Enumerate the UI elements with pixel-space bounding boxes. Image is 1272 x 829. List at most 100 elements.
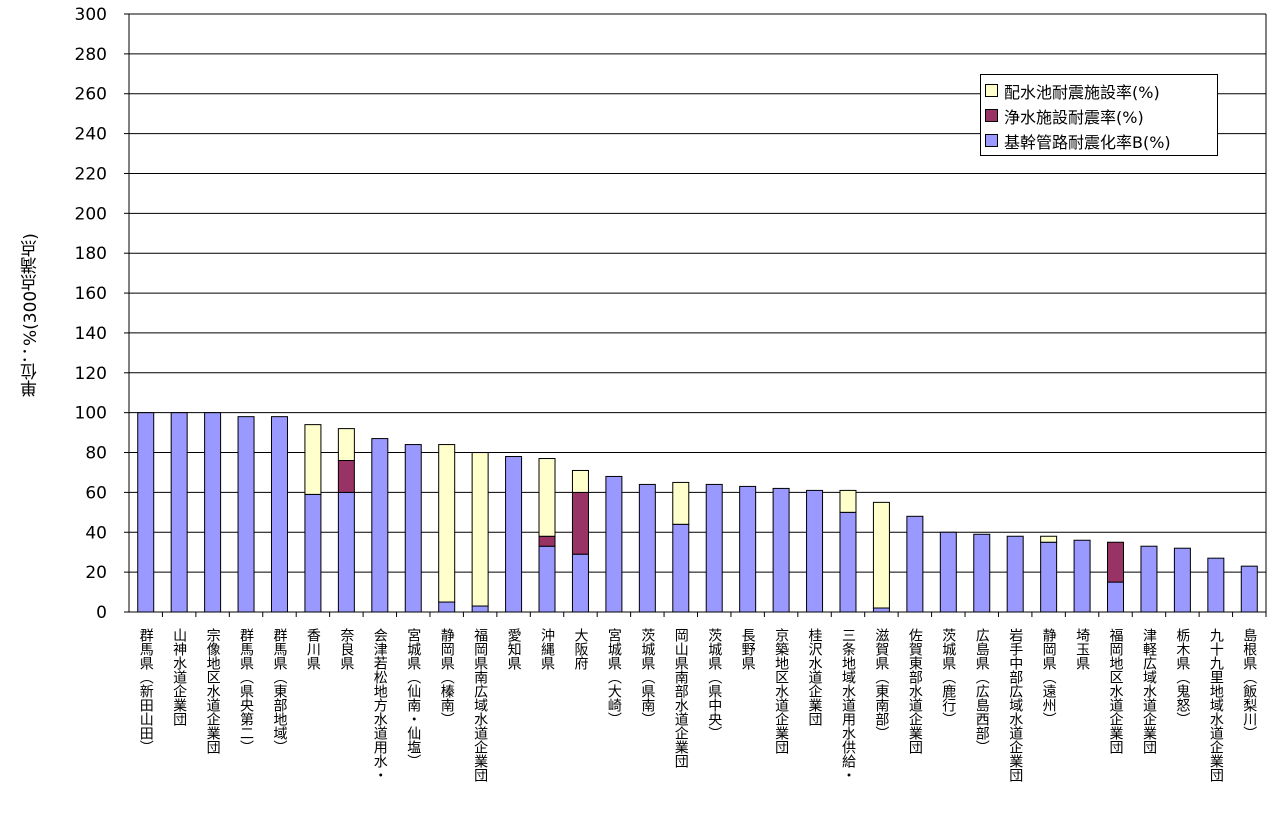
bar-segment-s0-13: [571, 553, 589, 613]
chart-legend: 配水池耐震施設率(%) 浄水施設耐震率(%) 基幹管路耐震化率B(%): [980, 74, 1218, 156]
bar-segment-s2-5: [304, 424, 322, 495]
bar-segment-s0-30: [1140, 545, 1158, 613]
legend-swatch-reservoir: [985, 84, 998, 97]
bar-segment-s0-12: [538, 545, 556, 613]
y-tick-label: 260: [75, 85, 107, 105]
bar-segment-s0-28: [1073, 539, 1091, 613]
bar-segment-s0-20: [806, 489, 824, 613]
y-tick-label: 160: [75, 284, 107, 304]
legend-label-reservoir: 配水池耐震施設率(%): [1004, 82, 1160, 102]
bar-segment-s2-27: [1040, 535, 1058, 543]
x-tick-label: 山神水道企業団: [171, 628, 187, 726]
x-tick-label: 大阪府: [572, 628, 588, 671]
y-tick-label: 200: [75, 204, 107, 224]
bar-segment-s1-6: [337, 460, 355, 493]
legend-item-pipeline: 基幹管路耐震化率B(%): [985, 128, 1217, 153]
bar-segment-s2-10: [471, 452, 489, 607]
bar-segment-s2-12: [538, 458, 556, 537]
x-tick-label: 茨城県（県中央）: [706, 628, 722, 740]
y-tick-label: 140: [75, 324, 107, 344]
bar-segment-s2-16: [672, 481, 690, 525]
y-tick-label: 120: [75, 364, 107, 384]
y-tick-label: 220: [75, 164, 107, 184]
x-tick-label: 長野県: [740, 628, 756, 670]
x-tick-label: 埼玉県: [1074, 628, 1090, 670]
x-tick-label: 群馬県（新田山田）: [138, 628, 154, 754]
bar-segment-s0-17: [705, 483, 723, 613]
bar-segment-s0-27: [1040, 541, 1058, 613]
bar-segment-s0-16: [672, 523, 690, 613]
x-tick-label: 香川県: [305, 628, 321, 670]
bar-segment-s0-0: [137, 412, 155, 613]
bar-segment-s0-9: [438, 601, 456, 613]
bar-segment-s0-3: [237, 416, 255, 613]
y-tick-label: 40: [85, 523, 107, 543]
y-tick-label: 80: [85, 444, 107, 464]
y-axis-label: 単位：%(300点満点): [21, 233, 41, 397]
x-tick-label: 会津若松地方水道用水・: [372, 628, 388, 782]
bar-segment-s0-2: [204, 412, 222, 613]
legend-swatch-purification: [985, 109, 998, 122]
bar-segment-s0-22: [872, 607, 890, 613]
legend-item-purification: 浄水施設耐震率(%): [985, 103, 1217, 128]
y-tick-label: 0: [96, 603, 107, 623]
bar-segment-s0-24: [939, 531, 957, 613]
x-tick-label: 静岡県（榛南）: [439, 628, 455, 726]
bar-segment-s0-29: [1107, 581, 1125, 613]
bar-segment-s0-19: [772, 487, 790, 613]
x-tick-label: 茨城県（県南）: [639, 628, 655, 726]
x-tick-label: 広島県（広島西部）: [974, 628, 990, 754]
x-tick-label: 佐賀東部水道企業団: [907, 628, 923, 754]
bar-segment-s0-26: [1006, 535, 1024, 613]
bar-segment-s2-21: [839, 489, 857, 513]
x-tick-label: 島根県（飯梨川）: [1241, 628, 1257, 740]
bar-segment-s0-18: [739, 485, 757, 613]
y-tick-label: 240: [75, 125, 107, 145]
bar-segment-s0-8: [404, 444, 422, 613]
bar-segment-s2-6: [337, 428, 355, 462]
x-tick-label: 愛知県: [506, 628, 522, 670]
y-tick-label: 100: [75, 404, 107, 424]
y-tick-label: 280: [75, 45, 107, 65]
x-tick-label: 滋賀県（東南部）: [873, 628, 889, 740]
bar-segment-s0-14: [605, 475, 623, 613]
bar-segment-s0-7: [371, 438, 389, 613]
x-tick-label: 奈良県: [338, 628, 354, 670]
x-tick-label: 宮城県（仙南・仙塩）: [405, 628, 421, 768]
bar-segment-s0-21: [839, 511, 857, 613]
legend-item-reservoir: 配水池耐震施設率(%): [985, 78, 1217, 103]
bar-segment-s0-23: [906, 515, 924, 613]
bar-segment-s1-13: [571, 491, 589, 555]
legend-swatch-pipeline: [985, 134, 998, 147]
bar-segment-s0-1: [170, 412, 188, 613]
x-tick-label: 三条地域水道用水供給・: [840, 628, 856, 782]
x-tick-label: 岩手中部広域水道企業団: [1007, 628, 1023, 782]
x-tick-label: 京築地区水道企業団: [773, 628, 789, 754]
x-tick-label: 栃木県（鬼怒）: [1174, 628, 1190, 726]
x-tick-label: 群馬県（県央第二）: [238, 628, 254, 754]
bar-segment-s0-6: [337, 491, 355, 613]
y-tick-label: 180: [75, 244, 107, 264]
x-tick-label: 福岡地区水道企業団: [1108, 628, 1124, 754]
legend-label-purification: 浄水施設耐震率(%): [1004, 107, 1144, 127]
x-tick-label: 沖縄県: [539, 628, 555, 670]
legend-label-pipeline: 基幹管路耐震化率B(%): [1004, 132, 1171, 152]
bar-segment-s0-32: [1207, 557, 1225, 613]
bar-segment-s2-22: [872, 501, 890, 609]
y-tick-label: 20: [85, 563, 107, 583]
bar-segment-s0-31: [1173, 547, 1191, 613]
bar-segment-s0-25: [973, 533, 991, 613]
x-tick-label: 静岡県（遠州）: [1041, 628, 1057, 726]
y-tick-label: 60: [85, 483, 107, 503]
x-tick-label: 津軽広域水道企業団: [1141, 628, 1157, 754]
y-tick-label: 300: [75, 5, 107, 25]
bar-segment-s1-29: [1107, 541, 1125, 583]
x-tick-label: 九十九里地域水道企業団: [1208, 628, 1224, 782]
x-tick-label: 宮城県（大崎）: [606, 628, 622, 726]
x-tick-label: 宗像地区水道企業団: [205, 628, 221, 754]
x-tick-label: 岡山県南部水道企業団: [673, 628, 689, 768]
bar-segment-s0-15: [638, 483, 656, 613]
bar-segment-s2-9: [438, 444, 456, 603]
x-tick-label: 茨城県（鹿行）: [940, 628, 956, 726]
x-tick-label: 福岡県南広域水道企業団: [472, 628, 488, 782]
